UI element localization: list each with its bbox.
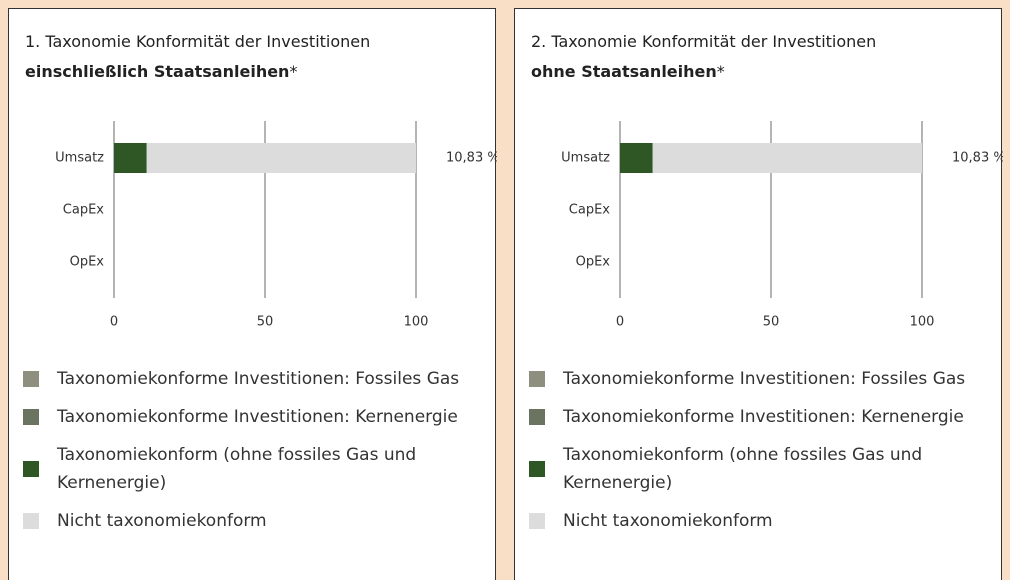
legend-item: Taxonomiekonforme Investitionen: Kernene… <box>529 403 989 431</box>
legend-label: Taxonomiekonform (ohne fossiles Gas und … <box>57 445 417 493</box>
y-tick-label: Umsatz <box>561 151 610 166</box>
bar-segment <box>146 143 416 173</box>
chart-subtitle: einschließlich Staatsanleihen <box>25 62 290 81</box>
legend-label: Nicht taxonomiekonform <box>57 511 267 531</box>
legend-swatch <box>23 461 39 477</box>
legend-label: Taxonomiekonforme Investitionen: Kernene… <box>563 407 964 427</box>
chart-title: 2. Taxonomie Konformität der Investition… <box>531 32 877 51</box>
x-tick-label: 0 <box>616 315 624 330</box>
legend-swatch <box>529 371 545 387</box>
legend-label: Taxonomiekonforme Investitionen: Fossile… <box>563 369 966 389</box>
x-tick-label: 50 <box>763 315 780 330</box>
legend-item: Taxonomiekonforme Investitionen: Fossile… <box>23 365 483 393</box>
legend: Taxonomiekonforme Investitionen: Fossile… <box>23 365 483 545</box>
chart-title: 1. Taxonomie Konformität der Investition… <box>25 32 371 51</box>
chart-subtitle-line: einschließlich Staatsanleihen* <box>25 57 370 87</box>
y-tick-label: CapEx <box>569 203 611 218</box>
y-tick-label: Umsatz <box>55 151 104 166</box>
legend-item: Taxonomiekonforme Investitionen: Kernene… <box>23 403 483 431</box>
legend-label: Taxonomiekonforme Investitionen: Fossile… <box>57 369 460 389</box>
legend-item: Taxonomiekonform (ohne fossiles Gas und … <box>529 441 989 497</box>
chart: 0 50 100 Umsatz 10,83 % CapEx OpEx <box>561 121 1003 330</box>
x-tick-label: 100 <box>404 315 429 330</box>
chart-subtitle: ohne Staatsanleihen <box>531 62 717 81</box>
x-tick-label: 50 <box>257 315 274 330</box>
chart-panel: 2. Taxonomie Konformität der Investition… <box>514 8 1003 580</box>
legend-item: Nicht taxonomiekonform <box>23 507 483 535</box>
legend-item: Taxonomiekonforme Investitionen: Fossile… <box>529 365 989 393</box>
value-label: 10,83 % <box>446 151 497 166</box>
legend: Taxonomiekonforme Investitionen: Fossile… <box>529 365 989 545</box>
value-label: 10,83 % <box>952 151 1003 166</box>
y-tick-label: CapEx <box>63 203 105 218</box>
chart: 0 50 100 Umsatz 10,83 % CapEx OpEx <box>55 121 497 330</box>
x-tick-label: 100 <box>910 315 935 330</box>
bar-segment <box>114 143 147 173</box>
bar-segment <box>620 143 653 173</box>
chart-title-block: 2. Taxonomie Konformität der Investition… <box>531 27 876 87</box>
legend-swatch <box>529 461 545 477</box>
bar-segment <box>652 143 922 173</box>
x-tick-label: 0 <box>110 315 118 330</box>
legend-swatch <box>23 409 39 425</box>
legend-item: Taxonomiekonform (ohne fossiles Gas und … <box>23 441 483 497</box>
chart-subtitle-line: ohne Staatsanleihen* <box>531 57 876 87</box>
y-tick-label: OpEx <box>576 255 611 270</box>
legend-label: Taxonomiekonforme Investitionen: Kernene… <box>57 407 458 427</box>
legend-swatch <box>529 409 545 425</box>
legend-label: Nicht taxonomiekonform <box>563 511 773 531</box>
chart-title-block: 1. Taxonomie Konformität der Investition… <box>25 27 370 87</box>
legend-swatch <box>23 513 39 529</box>
y-tick-label: OpEx <box>70 255 105 270</box>
legend-swatch <box>529 513 545 529</box>
footnote-marker: * <box>716 62 725 81</box>
chart-panel: 1. Taxonomie Konformität der Investition… <box>8 8 497 580</box>
legend-item: Nicht taxonomiekonform <box>529 507 989 535</box>
legend-swatch <box>23 371 39 387</box>
legend-label: Taxonomiekonform (ohne fossiles Gas und … <box>563 445 923 493</box>
footnote-marker: * <box>289 62 298 81</box>
